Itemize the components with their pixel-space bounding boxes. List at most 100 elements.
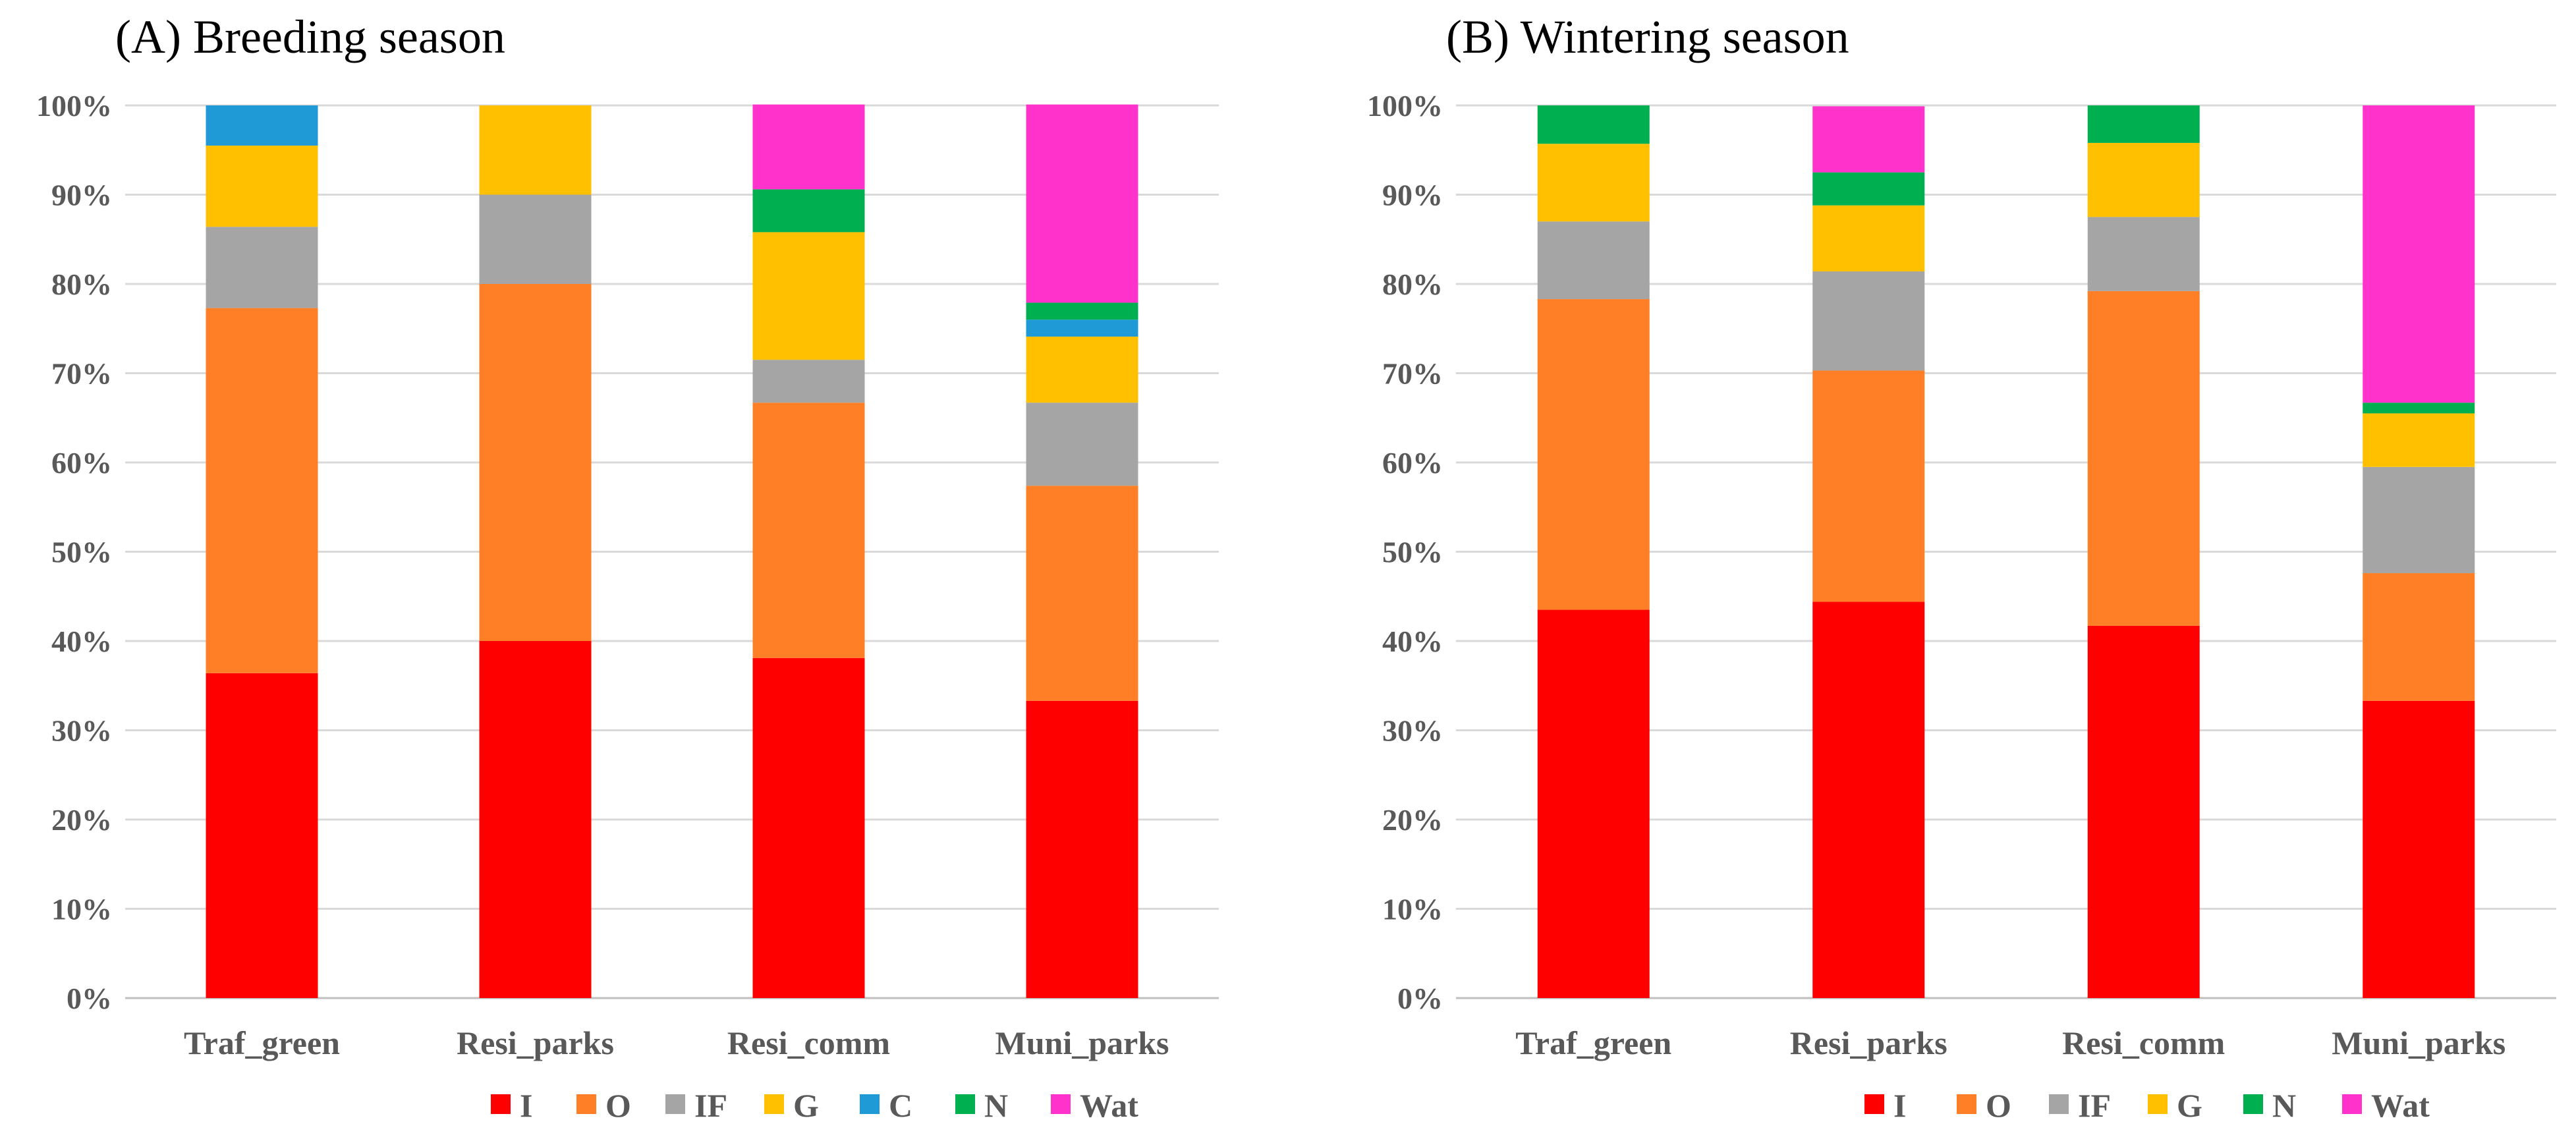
legend-swatch-g (2148, 1094, 2168, 1114)
bar-segment-o-muni_parks (1026, 486, 1138, 701)
legend-swatch-if (665, 1094, 685, 1114)
y-tick-label: 60% (1382, 446, 1443, 480)
bar-segment-if-resi_parks (1812, 271, 1925, 371)
bar-segment-g-traf_green (1537, 144, 1650, 222)
x-category-label: Resi_comm (2062, 1024, 2225, 1061)
legend-swatch-n (955, 1094, 975, 1114)
bar-segment-g-resi_parks (479, 105, 592, 195)
bar-segment-o-resi_parks (1812, 370, 1925, 602)
x-category-label: Resi_parks (457, 1024, 614, 1061)
legend-label-i: I (520, 1087, 532, 1124)
bar-segment-n-muni_parks (2363, 403, 2475, 414)
y-tick-label: 40% (1382, 625, 1443, 658)
bar-segment-wat-muni_parks (1026, 104, 1138, 303)
bar-segment-o-resi_parks (479, 284, 592, 641)
legend-swatch-i (1864, 1094, 1884, 1114)
y-tick-label: 50% (51, 536, 112, 569)
bar-segment-c-traf_green (206, 105, 318, 146)
bar-segment-i-resi_parks (479, 641, 592, 998)
bar-segment-g-muni_parks (1026, 336, 1138, 403)
y-tick-label: 60% (51, 446, 112, 480)
bar-segment-g-traf_green (206, 145, 318, 227)
legend-swatch-if (2049, 1094, 2069, 1114)
bar-segment-if-muni_parks (1026, 403, 1138, 486)
bar-segment-g-resi_comm (752, 232, 865, 360)
x-category-label: Resi_parks (1790, 1024, 1947, 1061)
bar-segment-i-resi_comm (752, 657, 865, 998)
bar-segment-i-muni_parks (1026, 700, 1138, 998)
legend-swatch-n (2243, 1094, 2263, 1114)
y-tick-label: 30% (1382, 714, 1443, 748)
y-tick-label: 100% (1367, 89, 1443, 123)
y-tick-label: 10% (1382, 893, 1443, 926)
bar-segment-wat-resi_comm (752, 104, 865, 190)
chart-panel-0: (A) Breeding season 0% 10% 20% 30% 40% 50% 60% 7… (36, 11, 1219, 1124)
legend-label-o: O (1986, 1087, 2011, 1124)
legend-label-if: IF (2078, 1087, 2111, 1124)
bar-segment-o-muni_parks (2363, 573, 2475, 701)
bar-segment-if-resi_comm (752, 360, 865, 403)
bar-segment-o-traf_green (206, 308, 318, 673)
bar-segment-if-resi_parks (479, 194, 592, 284)
legend-swatch-wat (2342, 1094, 2362, 1114)
bar-segment-wat-muni_parks (2363, 105, 2475, 403)
legend-swatch-o (576, 1094, 596, 1114)
bar-segment-if-muni_parks (2363, 466, 2475, 574)
legend-label-o: O (605, 1087, 631, 1124)
y-tick-label: 50% (1382, 536, 1443, 569)
bar-segment-if-traf_green (206, 227, 318, 308)
bar-segment-n-resi_comm (752, 189, 865, 233)
legend-swatch-g (764, 1094, 784, 1114)
bar-segment-i-resi_comm (2087, 625, 2200, 998)
bar-segment-wat-resi_parks (1812, 106, 1925, 173)
legend-swatch-o (1957, 1094, 1976, 1114)
legend-label-c: C (889, 1087, 912, 1124)
x-category-label: Traf_green (184, 1024, 340, 1061)
bar-segment-n-resi_parks (1812, 172, 1925, 206)
bar-segment-g-resi_comm (2087, 142, 2200, 217)
legend-label-g: G (793, 1087, 819, 1124)
y-tick-label: 80% (51, 267, 112, 301)
legend-swatch-c (860, 1094, 880, 1114)
y-tick-label: 90% (51, 179, 112, 212)
y-tick-label: 70% (51, 357, 112, 391)
legend-swatch-i (491, 1094, 511, 1114)
y-tick-label: 40% (51, 625, 112, 658)
bar-segment-if-traf_green (1537, 221, 1650, 300)
y-tick-label: 90% (1382, 179, 1443, 212)
y-tick-label: 0% (67, 982, 112, 1015)
legend-label-wat: Wat (2371, 1087, 2430, 1124)
bar-segment-g-resi_parks (1812, 205, 1925, 272)
legend-label-wat: Wat (1080, 1087, 1138, 1124)
y-tick-label: 70% (1382, 357, 1443, 391)
x-category-label: Traf_green (1515, 1024, 1671, 1061)
bar-segment-o-resi_comm (752, 403, 865, 658)
bar-segment-if-resi_comm (2087, 217, 2200, 291)
legend-label-n: N (984, 1087, 1008, 1124)
bar-segment-n-muni_parks (1026, 302, 1138, 320)
legend-label-i: I (1893, 1087, 1906, 1124)
bar-segment-i-muni_parks (2363, 700, 2475, 998)
legend-swatch-wat (1051, 1094, 1071, 1114)
legend-label-g: G (2177, 1087, 2202, 1124)
bar-segment-o-resi_comm (2087, 291, 2200, 626)
bar-segment-i-resi_parks (1812, 601, 1925, 998)
x-category-label: Resi_comm (727, 1024, 890, 1061)
x-category-label: Muni_parks (2332, 1024, 2506, 1061)
legend-label-if: IF (694, 1087, 727, 1124)
y-tick-label: 30% (51, 714, 112, 748)
bar-segment-o-traf_green (1537, 299, 1650, 610)
bar-segment-g-muni_parks (2363, 413, 2475, 467)
x-category-label: Muni_parks (995, 1024, 1169, 1061)
y-tick-label: 0% (1397, 982, 1443, 1015)
y-tick-label: 100% (36, 89, 112, 123)
y-tick-label: 20% (51, 803, 112, 837)
chart-title: (B) Wintering season (1446, 11, 1849, 63)
chart-panel-1: (B) Wintering season 0% 10% 20% 30% 40% 50% 60%… (1367, 11, 2556, 1124)
bar-segment-n-traf_green (1537, 105, 1650, 144)
chart-title: (A) Breeding season (115, 11, 505, 63)
bar-segment-n-resi_comm (2087, 105, 2200, 143)
bar-segment-i-traf_green (1537, 609, 1650, 998)
y-tick-label: 80% (1382, 267, 1443, 301)
